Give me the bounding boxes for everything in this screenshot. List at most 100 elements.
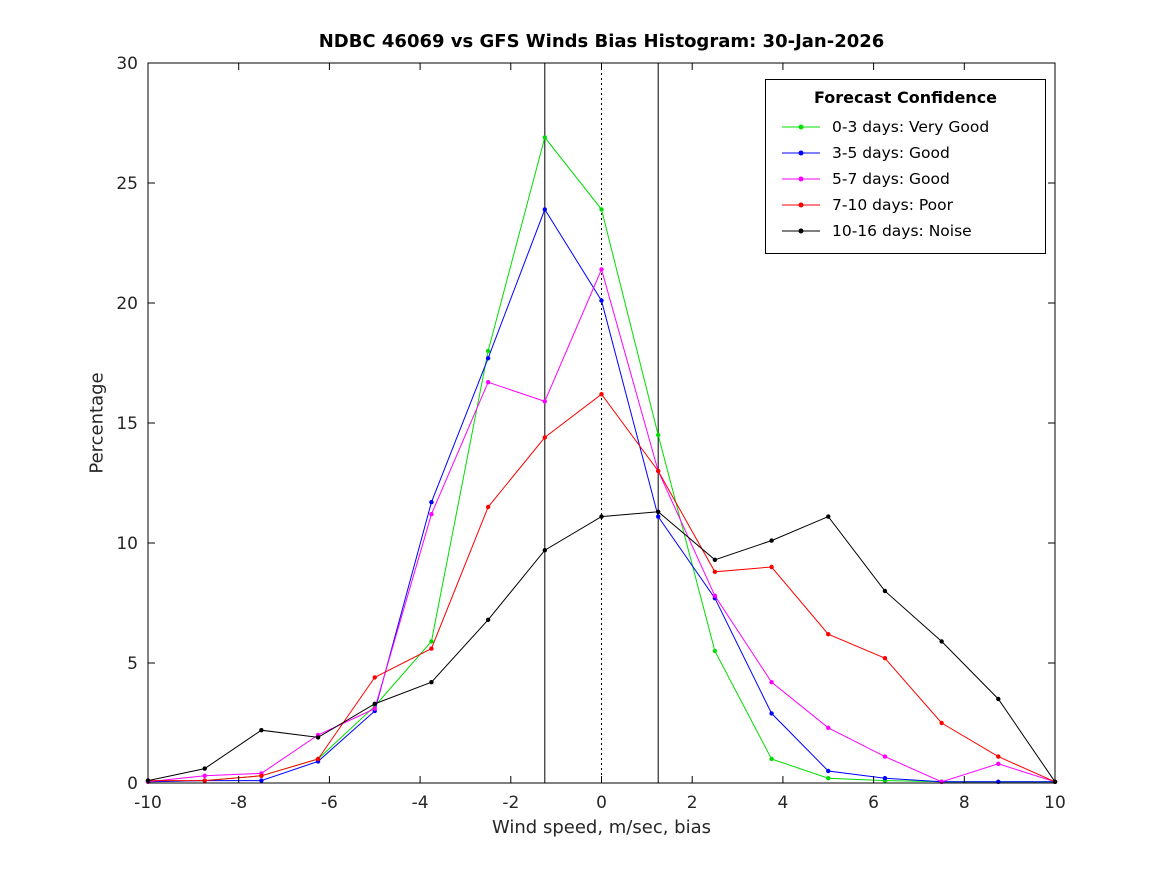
x-tick-label: -4	[412, 793, 429, 813]
legend-item: 3-5 days: Good	[766, 140, 1045, 166]
legend: Forecast Confidence 0-3 days: Very Good 3…	[765, 79, 1046, 254]
legend-line-sample	[782, 228, 820, 234]
y-axis-label: Percentage	[86, 372, 108, 474]
series-marker-4	[769, 538, 774, 543]
legend-item: 5-7 days: Good	[766, 166, 1045, 192]
series-marker-1	[826, 768, 831, 774]
series-line-1	[147, 208, 1055, 783]
series-marker-2	[599, 267, 604, 272]
x-tick-label: -10	[134, 793, 162, 813]
series-marker-3	[372, 675, 377, 680]
series-marker-2	[996, 761, 1001, 766]
series-marker-4	[202, 766, 207, 771]
x-tick-label: 8	[959, 793, 970, 813]
series-marker-2	[769, 680, 774, 685]
series-marker-0	[429, 639, 434, 644]
series-marker-4	[259, 728, 264, 733]
series-marker-0	[826, 776, 831, 781]
series-marker-4	[655, 509, 661, 514]
legend-line-sample	[782, 176, 820, 182]
x-tick-label: 10	[1044, 793, 1066, 813]
series-marker-3	[826, 632, 831, 637]
series-marker-3	[996, 754, 1001, 759]
series-marker-3	[315, 756, 321, 762]
x-tick-label: 2	[687, 793, 698, 813]
series-marker-0	[655, 432, 661, 438]
series-marker-4	[996, 696, 1001, 702]
y-tick-label: 10	[116, 534, 138, 554]
x-tick-label: -2	[502, 793, 519, 813]
y-tick-label: 30	[116, 54, 138, 74]
x-tick-label: 4	[777, 793, 788, 813]
series-marker-4	[542, 548, 548, 553]
x-tick-label: 0	[596, 793, 607, 813]
y-tick-label: 20	[116, 294, 138, 314]
series-marker-2	[372, 706, 377, 711]
legend-label: 5-7 days: Good	[832, 170, 950, 188]
legend-line-sample	[782, 150, 820, 156]
series-marker-2	[429, 512, 434, 517]
series-marker-3	[712, 569, 718, 574]
y-tick-label: 0	[127, 774, 138, 794]
series-marker-3	[202, 778, 207, 783]
series-marker-1	[655, 514, 661, 519]
series-marker-4	[939, 639, 944, 644]
series-marker-2	[485, 380, 491, 385]
x-tick-label: 6	[868, 793, 879, 813]
series-marker-3	[485, 504, 491, 510]
x-axis-label: Wind speed, m/sec, bias	[491, 817, 711, 838]
series-marker-3	[655, 468, 661, 474]
series-marker-4	[599, 514, 604, 519]
legend-label: 3-5 days: Good	[832, 144, 950, 162]
series-marker-4	[712, 557, 718, 562]
x-tick-label: -8	[230, 793, 247, 813]
series-marker-1	[769, 711, 774, 716]
legend-label: 10-16 days: Noise	[832, 222, 972, 240]
y-tick-label: 15	[116, 414, 138, 434]
legend-label: 0-3 days: Very Good	[832, 118, 990, 136]
series-marker-3	[882, 656, 888, 661]
series-line-4	[147, 511, 1056, 783]
series-marker-2	[202, 773, 207, 778]
series-marker-3	[429, 646, 434, 651]
series-marker-0	[712, 648, 718, 654]
series-marker-3	[769, 564, 774, 570]
series-marker-1	[599, 298, 604, 303]
series-marker-0	[769, 756, 774, 762]
series-marker-4	[372, 701, 377, 706]
legend-item: 10-16 days: Noise	[766, 218, 1045, 244]
y-tick-label: 5	[127, 654, 138, 674]
x-tick-label: -6	[321, 793, 338, 813]
legend-label: 7-10 days: Poor	[832, 196, 953, 214]
y-tick-label: 25	[116, 174, 138, 194]
series-marker-4	[429, 680, 434, 685]
series-marker-2	[542, 399, 548, 404]
series-marker-4	[882, 588, 888, 594]
legend-items: 0-3 days: Very Good 3-5 days: Good 5-7 day…	[766, 114, 1045, 244]
series-marker-1	[259, 778, 264, 783]
series-marker-2	[712, 593, 718, 598]
series-marker-3	[259, 773, 264, 778]
series-marker-3	[939, 720, 944, 726]
series-marker-1	[429, 500, 434, 505]
legend-item: 0-3 days: Very Good	[766, 114, 1045, 140]
series-marker-0	[599, 207, 604, 212]
legend-line-sample	[782, 124, 820, 130]
series-marker-3	[542, 435, 548, 440]
series-marker-0	[485, 348, 491, 354]
series-marker-2	[882, 754, 888, 759]
series-marker-4	[485, 617, 491, 622]
series-marker-2	[826, 725, 831, 730]
chart-title: NDBC 46069 vs GFS Winds Bias Histogram: …	[318, 31, 885, 52]
series-marker-3	[599, 392, 604, 397]
series-marker-1	[542, 207, 548, 212]
legend-title: Forecast Confidence	[813, 88, 998, 107]
series-marker-0	[542, 135, 548, 140]
series-marker-4	[315, 735, 321, 740]
series-marker-1	[485, 356, 491, 361]
legend-item: 7-10 days: Poor	[766, 192, 1045, 218]
series-marker-1	[882, 776, 888, 781]
legend-line-sample	[782, 202, 820, 208]
